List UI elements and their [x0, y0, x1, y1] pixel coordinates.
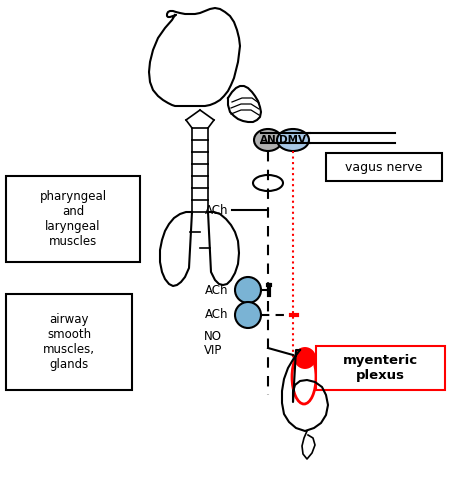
Ellipse shape — [277, 129, 309, 151]
FancyBboxPatch shape — [6, 176, 140, 262]
Text: ACh: ACh — [204, 283, 228, 296]
FancyBboxPatch shape — [326, 153, 442, 181]
FancyBboxPatch shape — [6, 294, 132, 390]
Text: pharyngeal
and
laryngeal
muscles: pharyngeal and laryngeal muscles — [39, 190, 107, 248]
Text: airway
smooth
muscles,
glands: airway smooth muscles, glands — [43, 313, 95, 371]
Circle shape — [235, 302, 261, 328]
Ellipse shape — [254, 129, 282, 151]
Text: ACh: ACh — [204, 308, 228, 322]
Text: vagus nerve: vagus nerve — [346, 161, 423, 174]
Text: DMV: DMV — [280, 135, 307, 145]
Text: NO: NO — [204, 330, 222, 344]
Text: VIP: VIP — [204, 344, 222, 357]
Text: myenteric
plexus: myenteric plexus — [342, 354, 418, 382]
Circle shape — [235, 277, 261, 303]
FancyBboxPatch shape — [316, 346, 445, 390]
Text: AN: AN — [260, 135, 276, 145]
Text: ACh: ACh — [204, 204, 228, 217]
Circle shape — [293, 346, 317, 370]
